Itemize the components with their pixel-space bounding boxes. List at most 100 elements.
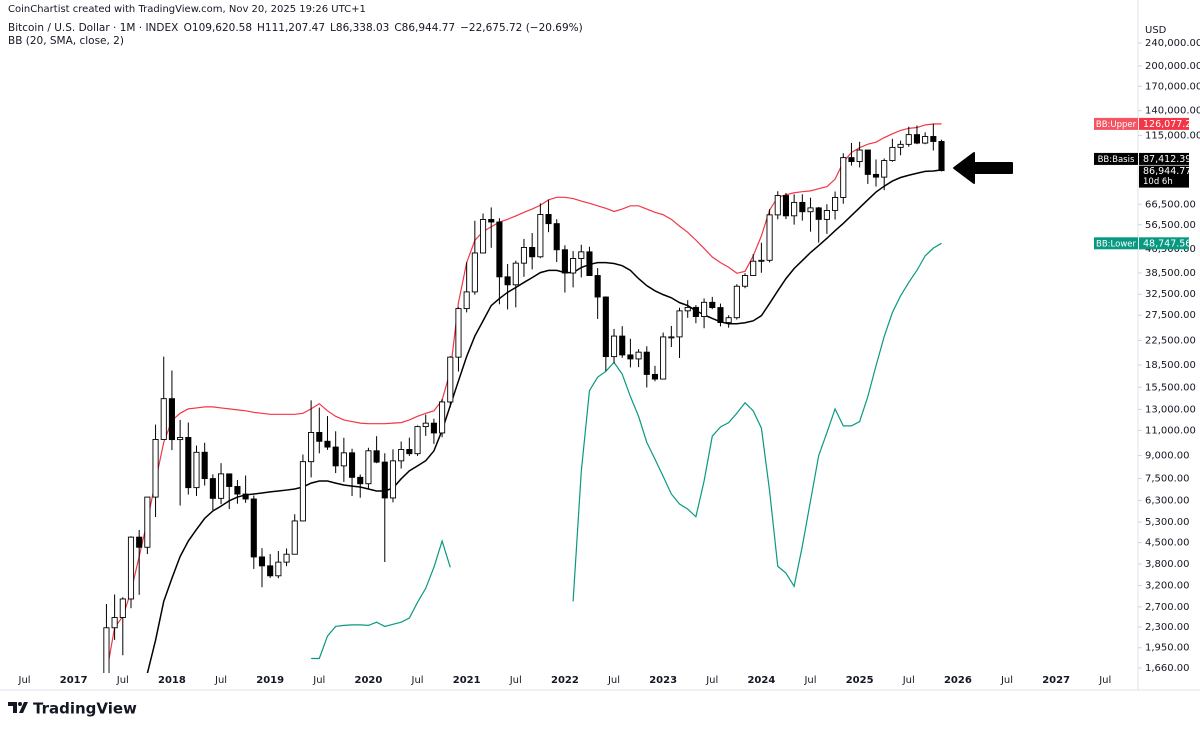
candle-body bbox=[930, 136, 937, 142]
x-tick-label: Jul bbox=[509, 675, 522, 686]
candle-body bbox=[913, 134, 920, 144]
x-tick-label: 2017 bbox=[60, 675, 88, 686]
candle-body bbox=[782, 195, 790, 217]
x-tick-label: Jul bbox=[705, 675, 718, 686]
y-tick-label: 18,500.00 bbox=[1145, 360, 1196, 371]
candle-body bbox=[398, 449, 405, 462]
y-tick-label: 3,800.00 bbox=[1145, 559, 1190, 570]
candle-body bbox=[799, 201, 806, 213]
indicator-legend: BB (20, SMA, close, 2) bbox=[8, 35, 124, 47]
y-tick-label: 4,500.00 bbox=[1145, 538, 1190, 549]
candle-body bbox=[676, 310, 683, 338]
y-tick-label: 27,500.00 bbox=[1145, 310, 1196, 321]
series-value: 126,077.22 bbox=[1143, 119, 1197, 130]
arrow bbox=[953, 152, 1013, 184]
annotation-arrow bbox=[953, 152, 1013, 184]
candle-body bbox=[856, 149, 863, 163]
y-tick-label: 56,500.00 bbox=[1145, 220, 1196, 231]
y-tick-label: 1,660.00 bbox=[1145, 663, 1190, 674]
y-tick-label: 240,000.00 bbox=[1145, 38, 1200, 49]
candle-body bbox=[439, 401, 446, 434]
candle-body bbox=[406, 449, 413, 455]
candle-body bbox=[258, 556, 266, 567]
candle-body bbox=[275, 561, 282, 577]
band-line bbox=[146, 169, 942, 673]
candle-body bbox=[177, 437, 184, 441]
credit: CoinChartist created with TradingView.co… bbox=[8, 4, 366, 15]
series-name: BB:Upper bbox=[1096, 120, 1137, 130]
candle-body bbox=[308, 432, 315, 463]
x-tick-label: Jul bbox=[214, 675, 227, 686]
candle-body bbox=[537, 214, 544, 258]
candle-body bbox=[414, 426, 421, 455]
candle-body bbox=[717, 307, 724, 324]
x-tick-label: Jul bbox=[116, 675, 129, 686]
candle-body bbox=[389, 460, 397, 499]
y-tick-label: 38,500.00 bbox=[1145, 268, 1196, 279]
candle-body bbox=[209, 478, 216, 499]
price-label: 86,944.77 bbox=[1143, 166, 1191, 177]
symbol: Bitcoin / U.S. Dollar · 1M · INDEX bbox=[8, 22, 178, 34]
logo: TradingView bbox=[8, 700, 137, 718]
candle-body bbox=[872, 173, 880, 178]
candle-body bbox=[586, 251, 593, 276]
series-name: BB:Basis bbox=[1098, 155, 1135, 165]
candle-body bbox=[324, 440, 331, 448]
candle-body bbox=[340, 452, 347, 467]
candle-body bbox=[373, 450, 380, 463]
candle-body bbox=[357, 476, 364, 485]
x-tick-label: Jul bbox=[1000, 675, 1013, 686]
candle-body bbox=[160, 398, 167, 440]
candle-body bbox=[348, 452, 356, 478]
price-box bbox=[1139, 165, 1189, 188]
candle-body bbox=[840, 157, 847, 198]
y-tick-label: 1,950.00 bbox=[1145, 643, 1190, 654]
candle-body bbox=[848, 157, 855, 163]
candle-body bbox=[250, 498, 257, 558]
candle-body bbox=[709, 301, 716, 309]
candle-body bbox=[299, 461, 306, 522]
open-value: O109,620.58 bbox=[184, 22, 252, 34]
candle-body bbox=[332, 446, 339, 467]
candle-body bbox=[496, 221, 503, 278]
candle-body bbox=[701, 301, 708, 317]
candle-body bbox=[127, 536, 135, 600]
countdown: 10d 6h bbox=[1143, 177, 1173, 187]
candle-body bbox=[668, 336, 675, 339]
candle-body bbox=[152, 438, 159, 498]
band-line bbox=[105, 123, 942, 673]
candle-body bbox=[463, 291, 470, 310]
candle-body bbox=[725, 317, 732, 324]
y-tick-label: 2,300.00 bbox=[1145, 622, 1190, 633]
candles bbox=[103, 123, 945, 673]
y-tick-label: 13,000.00 bbox=[1145, 404, 1196, 415]
candle-body bbox=[381, 461, 388, 499]
series-name: BB:Lower bbox=[1096, 239, 1136, 249]
series-value-box bbox=[1139, 152, 1189, 165]
candle-body bbox=[193, 451, 200, 489]
candle-body bbox=[291, 520, 298, 555]
candle-body bbox=[479, 219, 487, 254]
currency: USD bbox=[1145, 25, 1167, 36]
candle-body bbox=[242, 493, 249, 500]
symbol-legend: Bitcoin / U.S. Dollar · 1M · INDEX O109,6… bbox=[8, 22, 583, 34]
series-value: 48,747.56 bbox=[1143, 238, 1191, 249]
y-tick-label: 7,500.00 bbox=[1145, 473, 1190, 484]
candle-body bbox=[651, 373, 659, 380]
candle-body bbox=[594, 275, 601, 298]
candle-body bbox=[684, 306, 691, 312]
y-tick-label: 11,000.00 bbox=[1145, 425, 1196, 436]
candle-body bbox=[119, 598, 126, 618]
series-name-box bbox=[1094, 117, 1138, 130]
y-tick-label: 200,000.00 bbox=[1145, 61, 1200, 72]
series-value-box bbox=[1139, 117, 1189, 130]
candle-body bbox=[218, 473, 225, 499]
axes: 240,000.00 200,000.00 170,000.00 140,000.00… bbox=[18, 38, 1200, 686]
y-tick-label: 46,500.00 bbox=[1145, 244, 1196, 255]
candle-body bbox=[938, 141, 945, 172]
y-tick-label: 2,700.00 bbox=[1145, 602, 1190, 613]
x-tick-label: 2027 bbox=[1042, 675, 1070, 686]
candle-body bbox=[815, 207, 822, 220]
candle-body bbox=[422, 422, 429, 428]
